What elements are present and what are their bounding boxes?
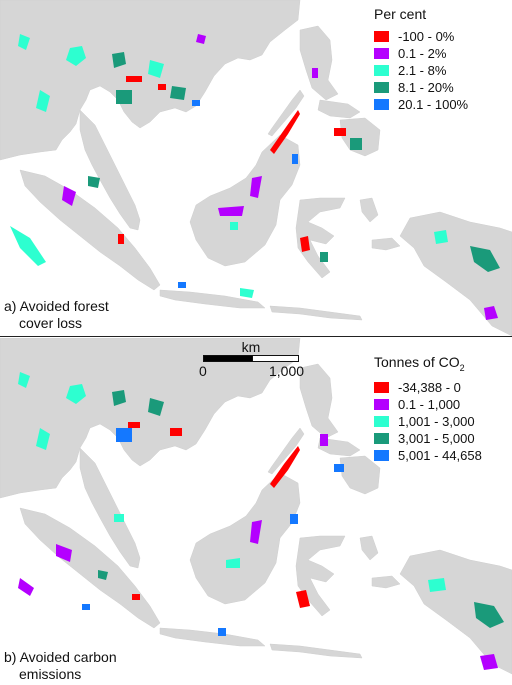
map-a xyxy=(0,0,512,336)
panel-a-label: a) Avoided forest cover loss xyxy=(4,298,109,332)
legend-b: Tonnes of CO2 -34,388 - 0 0.1 - 1,000 1,00… xyxy=(374,354,482,464)
legend-b-label: 5,001 - 44,658 xyxy=(398,447,482,463)
legend-b-title-text: Tonnes of CO xyxy=(374,354,460,370)
panel-a-label-line1: a) Avoided forest xyxy=(4,298,109,314)
legend-a-swatch xyxy=(374,65,389,76)
legend-a-swatch xyxy=(374,82,389,93)
legend-a-label: 0.1 - 2% xyxy=(398,46,447,61)
legend-b-swatch xyxy=(374,398,389,410)
map-b xyxy=(0,338,512,675)
panel-divider xyxy=(0,336,512,337)
legend-b-label: 3,001 - 5,000 xyxy=(398,430,475,446)
panel-b-label-line1: b) Avoided carbon xyxy=(4,649,117,665)
legend-a-item: 0.1 - 2% xyxy=(374,45,468,62)
legend-b-item: 3,001 - 5,000 xyxy=(374,430,482,447)
legend-b-label: -34,388 - 0 xyxy=(398,379,461,395)
legend-a: Per cent -100 - 0% 0.1 - 2% 2.1 - 8% 8.1 - … xyxy=(374,6,468,113)
legend-a-item: 20.1 - 100% xyxy=(374,96,468,113)
legend-a-item: 8.1 - 20% xyxy=(374,79,468,96)
panel-b-label: b) Avoided carbon emissions xyxy=(4,649,117,683)
legend-a-item: -100 - 0% xyxy=(374,28,468,45)
scale-bar-white xyxy=(252,355,299,362)
legend-b-item: 0.1 - 1,000 xyxy=(374,396,482,413)
legend-a-swatch xyxy=(374,48,389,59)
panel-a-label-line2: cover loss xyxy=(19,315,83,331)
legend-b-label: 0.1 - 1,000 xyxy=(398,396,461,412)
legend-a-label: 2.1 - 8% xyxy=(398,63,447,78)
legend-b-title-subscript: 2 xyxy=(459,362,465,373)
legend-b-label: 1,001 - 3,000 xyxy=(398,413,475,429)
legend-b-title: Tonnes of CO2 xyxy=(374,354,482,373)
legend-b-swatch xyxy=(374,432,389,444)
scale-bar: km 0 1,000 xyxy=(199,339,305,381)
legend-a-label: 20.1 - 100% xyxy=(398,97,469,112)
scale-bar-black xyxy=(203,355,253,362)
legend-a-item: 2.1 - 8% xyxy=(374,62,468,79)
panel-a-forest-cover-loss: Per cent -100 - 0% 0.1 - 2% 2.1 - 8% 8.1 - … xyxy=(0,0,512,336)
panel-b-carbon-emissions: km 0 1,000 Tonnes of CO2 -34,388 - 0 0.1 … xyxy=(0,338,512,685)
scale-max: 1,000 xyxy=(269,363,305,379)
legend-a-swatch xyxy=(374,99,389,110)
legend-b-item: 5,001 - 44,658 xyxy=(374,447,482,464)
map-b-patches xyxy=(18,372,504,670)
legend-a-swatch xyxy=(374,31,389,42)
legend-a-label: -100 - 0% xyxy=(398,29,455,44)
map-a-patches xyxy=(10,34,500,320)
panel-b-label-line2: emissions xyxy=(19,666,82,682)
scale-unit: km xyxy=(241,339,261,355)
scale-min: 0 xyxy=(199,363,207,379)
legend-b-swatch xyxy=(374,449,389,461)
legend-a-title: Per cent xyxy=(374,6,427,22)
legend-a-label: 8.1 - 20% xyxy=(398,80,454,95)
legend-b-items: -34,388 - 0 0.1 - 1,000 1,001 - 3,000 3,001… xyxy=(374,379,482,464)
legend-b-swatch xyxy=(374,415,389,427)
legend-a-items: -100 - 0% 0.1 - 2% 2.1 - 8% 8.1 - 20% 20.1 -… xyxy=(374,28,468,113)
legend-b-item: 1,001 - 3,000 xyxy=(374,413,482,430)
legend-b-swatch xyxy=(374,381,389,393)
legend-b-item: -34,388 - 0 xyxy=(374,379,482,396)
